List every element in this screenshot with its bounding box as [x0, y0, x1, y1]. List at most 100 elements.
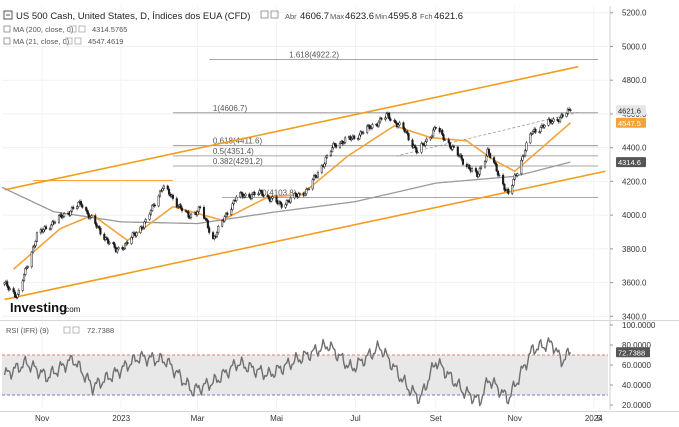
ma200-settings-icon[interactable] — [69, 25, 77, 33]
rsi-settings-icon[interactable] — [63, 326, 71, 334]
candle-body — [279, 201, 282, 204]
chart-title: US 500 Cash, United States, D, Índices d… — [16, 11, 250, 22]
candle-body — [175, 198, 178, 208]
ma200-settings-icons[interactable] — [69, 25, 86, 33]
candle-body — [261, 191, 264, 196]
candle-body — [480, 166, 483, 169]
candle-body — [452, 146, 455, 148]
candle-body — [60, 214, 63, 218]
candle-body — [495, 163, 498, 172]
candle-body — [470, 168, 474, 172]
candle-body — [90, 215, 93, 218]
close-icon[interactable] — [270, 10, 279, 19]
axes: 3400.03600.03800.04000.04200.04400.04600… — [0, 6, 679, 423]
fib-label: 0.618(4411.6) — [213, 137, 263, 146]
candle-body — [398, 122, 401, 126]
rsi-title: RSI (IFR) (9) — [6, 326, 49, 335]
candle-body — [17, 290, 20, 295]
candle-body — [121, 247, 124, 250]
candle-body — [139, 226, 142, 233]
candle-body — [230, 209, 233, 215]
candle-body — [271, 196, 274, 199]
candle-body — [57, 215, 61, 223]
candle-body — [26, 266, 29, 269]
candle-body — [402, 122, 405, 129]
rsi-tag-label: 72.7388 — [618, 348, 645, 357]
candle-body — [24, 268, 27, 275]
candle-body — [489, 153, 492, 158]
candle-body — [235, 196, 238, 201]
candle-body — [350, 138, 353, 140]
channel-upper-line — [4, 65, 579, 191]
candle-body — [221, 220, 224, 227]
candle-body — [213, 236, 216, 239]
candle-body — [54, 221, 57, 224]
candle-body — [522, 155, 525, 157]
price-tags: 4621.6 4547.5 4314.6 72.7388 — [616, 105, 650, 358]
candle-body — [16, 294, 19, 298]
rsi-tick-label: 20.0000 — [622, 401, 651, 410]
candle-body — [160, 190, 163, 192]
candle-body — [430, 135, 433, 138]
candle-body — [63, 213, 66, 217]
candle-body — [250, 194, 253, 199]
candle-body — [284, 204, 287, 208]
candle-body — [494, 162, 497, 165]
moving-averages — [1, 122, 571, 270]
collapse-toggle-icon[interactable] — [3, 10, 13, 20]
title-settings-icons[interactable] — [260, 10, 279, 19]
candle-body — [33, 245, 36, 248]
candle-body — [324, 157, 327, 165]
candle-body — [72, 207, 75, 209]
candle-body — [513, 174, 516, 180]
candle-body — [12, 288, 15, 293]
ma21-label: MA (21, close, 0) — [13, 37, 70, 46]
price-tag-label: 4314.6 — [618, 158, 641, 167]
candle-body — [81, 204, 84, 208]
candle-body — [232, 200, 235, 204]
fib-label: 1.618(4922.2) — [289, 51, 339, 60]
investing-logo: Investing .com — [10, 300, 81, 315]
candle-body — [379, 117, 382, 123]
candle-body — [149, 210, 152, 215]
candle-body — [551, 121, 554, 124]
candle-body — [403, 128, 406, 133]
high-value: 4623.6 — [345, 11, 374, 22]
ma200-toggle-icon[interactable] — [3, 25, 11, 33]
settings-icon[interactable] — [260, 10, 269, 19]
fib-label: 0.5(4351.4) — [213, 147, 254, 156]
candle-body — [388, 112, 391, 120]
candle-body — [180, 207, 184, 211]
candle-body — [552, 118, 555, 122]
candle-body — [496, 170, 499, 176]
candle-body — [70, 207, 73, 212]
candle-body — [493, 157, 496, 163]
candle-body — [217, 225, 220, 233]
candle-body — [342, 142, 345, 144]
candle-body — [131, 232, 134, 238]
rsi-close-icon[interactable] — [72, 326, 80, 334]
ma21-settings-icon[interactable] — [65, 37, 73, 45]
candle-body — [177, 206, 180, 208]
candle-body — [425, 138, 428, 142]
candlesticks — [3, 107, 572, 300]
candle-body — [559, 117, 562, 122]
candle-body — [316, 172, 319, 178]
candle-body — [262, 195, 265, 197]
candle-body — [561, 114, 564, 117]
candle-body — [539, 127, 542, 132]
grid — [2, 6, 608, 408]
ma21-settings-icons[interactable] — [65, 37, 82, 45]
candle-body — [253, 192, 256, 195]
price-tick-label: 3600.0 — [622, 279, 647, 288]
ma21-toggle-icon[interactable] — [3, 37, 11, 45]
candle-body — [280, 203, 283, 208]
ma200-close-icon[interactable] — [78, 25, 86, 33]
ma21-close-icon[interactable] — [74, 37, 82, 45]
price-tag-box — [616, 117, 646, 128]
candle-body — [79, 201, 83, 206]
candle-body — [502, 174, 505, 185]
candle-body — [565, 113, 568, 117]
candle-body — [303, 193, 307, 196]
rsi-tick-label: 100.0000 — [622, 321, 656, 330]
